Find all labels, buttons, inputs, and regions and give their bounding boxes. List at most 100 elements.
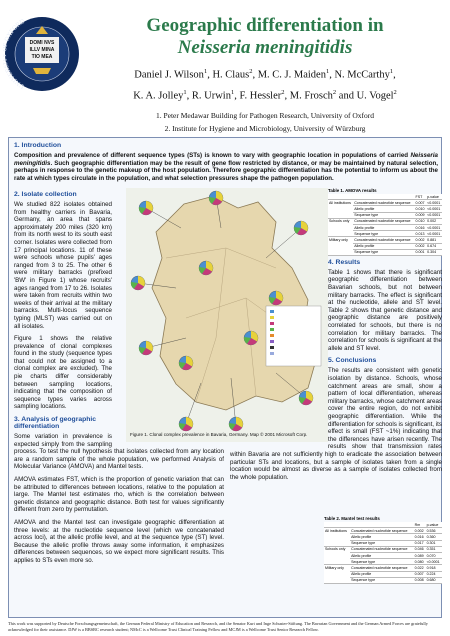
author-name: F. Hessler bbox=[239, 90, 282, 102]
cell bbox=[324, 522, 414, 529]
text: Composition and prevalence of different … bbox=[14, 152, 411, 159]
cell: Allelic profile bbox=[350, 533, 414, 541]
row: Military only Concatenated nucleotide seq… bbox=[324, 564, 442, 584]
paragraph: AMOVA and the Mantel test can investigat… bbox=[14, 518, 224, 564]
row: Allelic profile 0.010 <0.0001 bbox=[328, 205, 442, 213]
cell: <0.0001 bbox=[426, 199, 442, 207]
author-separator: , bbox=[284, 90, 288, 102]
cell: Sequence type bbox=[350, 577, 414, 584]
heading: 1. Introduction bbox=[14, 142, 62, 149]
author-affiliation: 1 bbox=[325, 68, 330, 75]
cell: Sequence type bbox=[353, 212, 415, 219]
cell: Concatenated nucleotide sequence bbox=[350, 564, 414, 572]
heading: 4. Results bbox=[328, 258, 361, 266]
cell: Sequence type bbox=[353, 249, 415, 256]
author-name: M. C. J. Maiden bbox=[257, 69, 326, 81]
author-affiliation: 2 bbox=[249, 68, 253, 75]
cell: 0.080 bbox=[413, 558, 426, 566]
cell: Concatenated nucleotide sequence bbox=[350, 546, 414, 553]
affiliation: 2. Institute for Hygiene and Microbiolog… bbox=[164, 124, 366, 133]
cell: 0.013 bbox=[414, 230, 427, 238]
row: Sequence type 0.001 0.304 bbox=[328, 249, 442, 256]
cell: 0.002 bbox=[414, 236, 427, 244]
text: . Such geographic differentiation may be… bbox=[14, 159, 438, 182]
paragraph: Some variation in prevalence is expected… bbox=[14, 433, 224, 471]
author-name: R. Urwin bbox=[191, 90, 231, 102]
table: FST p-value All institutions Concatenated n… bbox=[328, 194, 442, 256]
cell: 0.009 bbox=[414, 212, 427, 219]
author-name: M. Frosch bbox=[289, 90, 333, 102]
author-name: K. A. Jolley bbox=[133, 90, 184, 102]
author-separator: , bbox=[234, 90, 237, 102]
cell: 0.002 bbox=[414, 243, 427, 250]
authors: K. A. Jolley1, R. Urwin1, F. Hessler2, M… bbox=[80, 89, 450, 102]
cell: 0.001 bbox=[414, 249, 427, 256]
row: Sequence type 0.080 <0.0001 bbox=[324, 558, 442, 566]
cell: 0.007 bbox=[413, 571, 426, 578]
author-affiliation: 2 bbox=[393, 89, 397, 96]
column-header: p-value bbox=[425, 522, 442, 529]
cell: 0.674 bbox=[426, 243, 442, 250]
group-label: Military only bbox=[324, 564, 351, 584]
author-separator: , bbox=[207, 69, 210, 81]
row: Schools only Concatenated nucleotide sequ… bbox=[328, 218, 442, 238]
row: Allelic profile 0.002 0.674 bbox=[328, 243, 442, 250]
cell: 0.007 bbox=[414, 199, 427, 207]
acknowledgements: This work was supported by Deutsche Fors… bbox=[8, 621, 428, 632]
author-affiliation: 1 bbox=[183, 89, 187, 96]
row: All institutions Concatenated nucleotide … bbox=[324, 527, 442, 547]
author-affiliation: 2 bbox=[281, 89, 285, 96]
paragraph: Table 1 shows that there is significant … bbox=[328, 268, 442, 352]
author-separator: and bbox=[336, 90, 354, 102]
cell: 0.304 bbox=[426, 249, 442, 256]
row: Allelic profile 0.089 0.070 bbox=[324, 552, 442, 560]
group-label: Schools only bbox=[324, 546, 351, 566]
cell: 0.002 bbox=[426, 218, 442, 225]
cell: 0.351 bbox=[425, 546, 442, 553]
row: Sequence type 0.008 0.680 bbox=[324, 577, 442, 584]
column-header: p-value bbox=[426, 194, 442, 201]
author-separator: , bbox=[186, 90, 190, 102]
cell: Sequence type bbox=[350, 558, 414, 566]
cell: Sequence type bbox=[353, 230, 415, 238]
title: Geographic differentiation in bbox=[146, 15, 384, 36]
group-label: All institutions bbox=[324, 527, 351, 547]
table: Rm p-value All institutions Concatenated nu… bbox=[324, 522, 442, 584]
author-name: H. Claus bbox=[212, 69, 250, 81]
author-separator: , bbox=[252, 69, 256, 81]
figure-caption: Figure 1. Clonal complex prevalence in B… bbox=[130, 431, 307, 437]
cell: Concatenated nucleotide sequence bbox=[353, 236, 415, 244]
author-affiliation: 1 bbox=[230, 89, 235, 96]
paragraph: The results are consistent with genetic … bbox=[230, 367, 442, 481]
figure-1: Figure 1. Clonal complex prevalence in B… bbox=[126, 188, 328, 442]
organism: Neisseria meningitidis bbox=[177, 37, 353, 58]
author-affiliation: 2 bbox=[332, 89, 337, 96]
cell: 0.918 bbox=[425, 564, 442, 572]
right-column: Table 2. Mantel test results Rm p-value All… bbox=[230, 188, 442, 616]
row: Allelic profile 0.016 <0.0001 bbox=[328, 224, 442, 232]
row: Schools only Concatenated nucleotide sequ… bbox=[324, 546, 442, 566]
cell: Allelic profile bbox=[353, 243, 415, 250]
motto: TIO MEA bbox=[32, 54, 53, 60]
paragraph: AMOVA estimates FST, which is the propor… bbox=[14, 476, 224, 514]
cell: 0.008 bbox=[413, 577, 426, 584]
motto: DOMI NVS bbox=[30, 40, 55, 46]
authors: Daniel J. Wilson1, H. Claus2, M. C. J. M… bbox=[80, 68, 450, 81]
motto: ILLV MINA bbox=[30, 47, 55, 53]
cell: Concatenated nucleotide sequence bbox=[350, 527, 414, 535]
cell: 0.017 bbox=[413, 540, 426, 547]
row: Allelic profile 0.007 0.224 bbox=[324, 571, 442, 578]
group-label: Military only bbox=[328, 236, 354, 256]
cell: 0.360 bbox=[425, 533, 442, 541]
row: Military only Concatenated nucleotide seq… bbox=[328, 236, 442, 256]
affiliation: 1. Peter Medawar Building for Pathogen R… bbox=[155, 111, 375, 120]
cell: 0.536 bbox=[425, 527, 442, 535]
author-name: N. McCarthy bbox=[334, 69, 390, 81]
heading: 3. Analysis of geographic differentiatio… bbox=[14, 416, 97, 431]
cell: Sequence type bbox=[350, 540, 414, 547]
cell: Allelic profile bbox=[353, 205, 415, 213]
cell: <0.0001 bbox=[426, 230, 442, 238]
author-affiliation: 1 bbox=[203, 68, 208, 75]
logo: UNIVERSITY OF OXFORD DOMI NVS ILLV MINA … bbox=[3, 17, 79, 91]
